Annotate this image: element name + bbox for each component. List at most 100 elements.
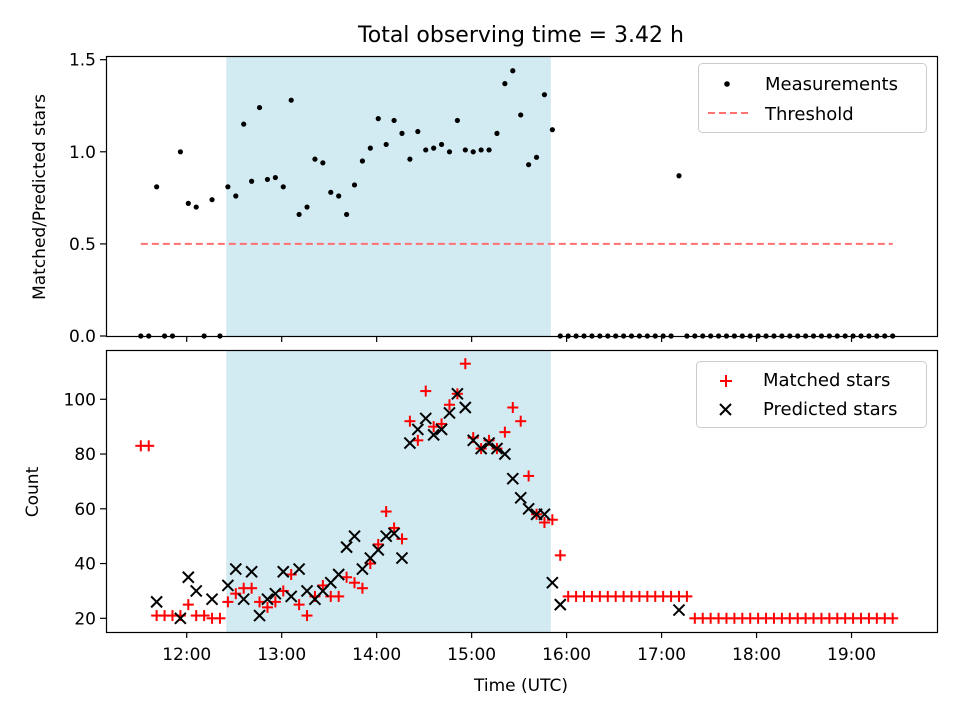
- measurement-point: [383, 141, 389, 148]
- predicted-star-point: [356, 562, 369, 576]
- predicted-star-point: [292, 562, 306, 576]
- predicted-star-point: [245, 565, 258, 578]
- matched-star-point: [380, 506, 392, 518]
- matched-star-point: [523, 470, 535, 482]
- matched-star-point: [261, 601, 273, 613]
- measurement-point: [391, 117, 397, 124]
- matched-star-point: [372, 538, 384, 550]
- predicted-star-point: [498, 447, 512, 461]
- matched-star-point: [412, 434, 424, 446]
- top-plot-frame: [105, 55, 939, 338]
- measurement-point: [431, 145, 437, 151]
- predicted-star-point: [411, 423, 425, 436]
- legend-predicted-marker: [719, 403, 732, 416]
- measurement-point: [407, 156, 413, 162]
- measurement-point: [296, 211, 302, 218]
- predicted-star-point: [522, 502, 535, 516]
- predicted-star-point: [174, 612, 187, 625]
- predicted-star-point: [490, 442, 504, 455]
- predicted-star-point: [443, 406, 456, 420]
- predicted-star-point: [459, 401, 472, 414]
- measurement-point: [454, 117, 460, 124]
- predicted-star-point: [451, 387, 464, 401]
- top-legend-box: [698, 63, 927, 133]
- legend-measurements-label: Measurements: [765, 74, 898, 95]
- measurement-point: [446, 149, 453, 155]
- predicted-star-point: [506, 472, 520, 485]
- bottom-x-tick-label: 19:00: [827, 645, 876, 665]
- predicted-star-point: [269, 587, 282, 600]
- matched-star-point: [507, 401, 519, 413]
- top-y-tick-label: 1.5: [69, 51, 96, 71]
- matched-star-point: [681, 590, 693, 602]
- measurement-point: [541, 92, 548, 98]
- legend-threshold-label: Threshold: [764, 104, 854, 125]
- predicted-star-point: [332, 568, 345, 581]
- legend-matched-label: Matched stars: [763, 370, 890, 391]
- matched-star-point: [538, 516, 550, 528]
- bottom-plot-frame: [105, 349, 939, 634]
- measurement-point: [225, 184, 231, 190]
- measurement-point: [336, 193, 342, 199]
- predicted-star-point: [150, 595, 163, 609]
- measurement-point: [280, 184, 286, 190]
- matched-star-point: [356, 582, 368, 594]
- measurement-point: [233, 193, 239, 199]
- measurement-point: [288, 97, 294, 103]
- bottom-y-tick-label: 100: [64, 390, 96, 410]
- predicted-star-point: [554, 598, 567, 611]
- predicted-star-point: [427, 428, 440, 442]
- measurement-point: [438, 141, 445, 148]
- measurement-point: [375, 116, 381, 122]
- measurement-point: [154, 184, 160, 190]
- measurement-point: [415, 128, 421, 135]
- legend-predicted-label: Predicted stars: [763, 399, 897, 420]
- matched-star-point: [222, 596, 234, 608]
- top-y-tick-label: 1.0: [69, 143, 96, 163]
- predicted-star-point: [348, 529, 361, 543]
- bottom-x-axis: 12:00 13:00 14:00 15:00 16:00 17:00 18:00 19:00: [162, 632, 876, 665]
- predicted-star-point: [474, 442, 488, 455]
- bottom-x-tick-label: 13:00: [257, 645, 306, 665]
- matched-star-point: [420, 385, 432, 397]
- measurement-point: [533, 154, 540, 160]
- measurement-point: [494, 130, 500, 136]
- measurement-point: [193, 204, 199, 210]
- measurement-point: [249, 178, 255, 184]
- matched-star-point: [499, 426, 511, 438]
- matched-star-point: [515, 415, 527, 427]
- matched-star-point: [198, 610, 210, 622]
- bottom-y-axis-label: Count: [23, 466, 43, 517]
- predicted-star-point: [277, 565, 290, 578]
- measurement-point: [304, 204, 310, 210]
- bottom-y-tick-label: 60: [74, 500, 96, 520]
- predicted-star-point: [229, 562, 243, 576]
- measurement-point: [526, 162, 532, 168]
- measurement-point: [343, 211, 350, 218]
- matched-star-point: [293, 599, 305, 611]
- measurement-point: [486, 147, 492, 153]
- top-title: Total observing time = 3.42 h: [357, 23, 684, 48]
- matched-star-point: [182, 599, 194, 611]
- predicted-star-point: [514, 491, 527, 505]
- bottom-legend: Matched stars Predicted stars: [696, 361, 927, 428]
- x-axis-label: Time (UTC): [473, 676, 568, 696]
- measurement-point: [423, 147, 429, 153]
- top-y-tick-label: 0.5: [69, 235, 96, 255]
- measurement-point: [399, 130, 405, 136]
- measurement-point: [177, 149, 183, 155]
- predicted-star-point: [182, 571, 195, 584]
- predicted-star-point: [379, 529, 393, 543]
- predicted-star-point: [546, 576, 559, 589]
- predicted-star-point: [221, 579, 235, 592]
- matched-star-point: [269, 596, 281, 608]
- bottom-x-tick-label: 12:00: [162, 645, 211, 665]
- matched-star-point: [349, 577, 361, 589]
- measurement-point: [510, 68, 516, 74]
- bottom-x-tick-label: 16:00: [542, 645, 591, 665]
- predicted-star-point: [672, 603, 686, 617]
- predicted-star-point: [237, 592, 250, 606]
- measurement-point: [241, 121, 247, 127]
- measurement-point: [328, 189, 334, 195]
